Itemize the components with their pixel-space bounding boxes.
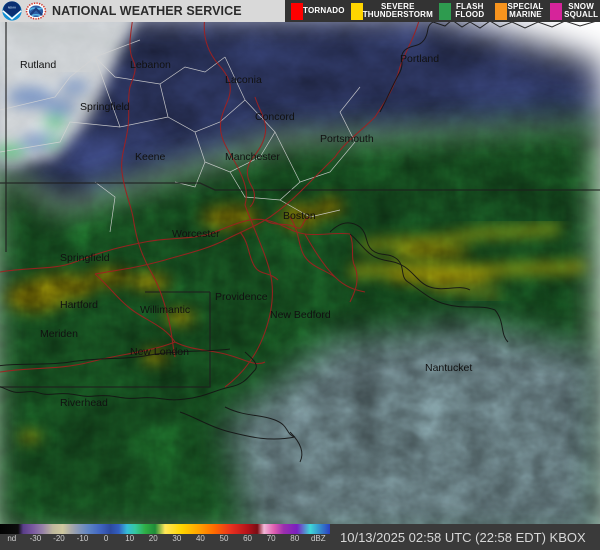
svg-text:Hartford: Hartford (60, 299, 98, 311)
svg-text:Nantucket: Nantucket (425, 362, 472, 374)
svg-text:New Bedford: New Bedford (270, 309, 331, 321)
svg-text:NOAA: NOAA (8, 6, 16, 10)
svg-text:Laconia: Laconia (225, 74, 262, 86)
svg-text:Portsmouth: Portsmouth (320, 133, 374, 145)
svg-text:New London: New London (130, 346, 189, 358)
svg-text:Boston: Boston (283, 210, 316, 222)
svg-text:Springfield: Springfield (80, 101, 130, 113)
svg-text:Lebanon: Lebanon (130, 59, 171, 71)
svg-text:Manchester: Manchester (225, 151, 280, 163)
svg-text:Rutland: Rutland (20, 59, 56, 71)
svg-text:Concord: Concord (255, 111, 295, 123)
svg-text:Providence: Providence (215, 291, 268, 303)
svg-text:Worcester: Worcester (172, 228, 220, 240)
svg-text:Springfield: Springfield (60, 252, 110, 264)
svg-text:Riverhead: Riverhead (60, 397, 108, 409)
svg-text:Portland: Portland (400, 53, 439, 65)
svg-text:Keene: Keene (135, 151, 166, 163)
svg-text:Meriden: Meriden (40, 328, 78, 340)
svg-text:Willimantic: Willimantic (140, 304, 190, 316)
